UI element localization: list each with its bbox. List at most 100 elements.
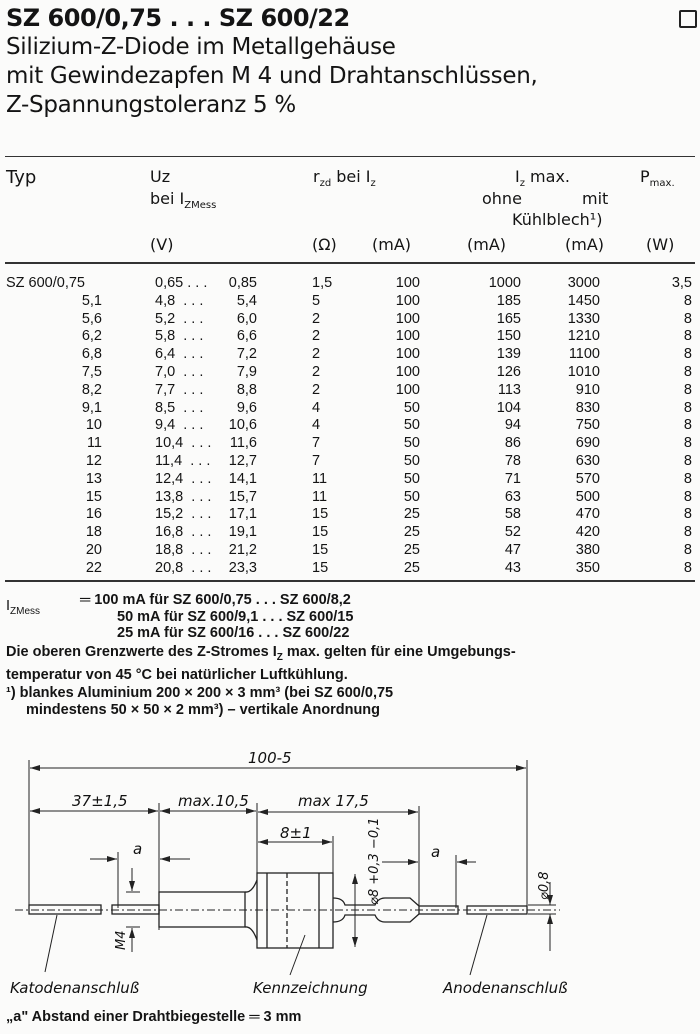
label-marking: Kennzeichnung [253,979,368,997]
cell-uz-min: 13,8 . . . [155,488,212,505]
cell-iz-mit: 3000 [567,275,600,291]
cell-uz-min: 4,8 . . . [155,292,204,309]
cell-uz-max: 0,85 [228,275,257,291]
cell-iz: 50 [403,488,420,505]
cell-iz-mit: 750 [575,417,600,434]
cell-iz-mit: 350 [575,559,600,576]
cell-rzd: 7 [312,453,321,469]
izmess-line-3: 25 mA für SZ 600/16 . . . SZ 600/22 [117,625,350,641]
cell-typ: 6,8 [81,346,102,363]
dim-body: 8±1 [280,824,312,842]
dimension-lines [30,765,556,952]
dim-thread: max.10,5 [178,792,249,810]
dim-body-total: max 17,5 [298,792,369,810]
unit-w: (W) [646,235,675,254]
cell-iz: 50 [403,470,420,487]
cell-rzd: 5 [312,292,321,309]
cell-iz-ohne: 43 [504,559,521,576]
leader-lines [44,914,488,976]
cell-iz: 50 [403,453,420,469]
cell-iz-mit: 570 [575,470,600,487]
col-uz: Uz [150,167,171,186]
cell-iz-ohne: 150 [496,328,521,345]
cell-uz-max: 23,3 [228,559,257,576]
cell-pmax: 8 [683,559,692,576]
cell-iz-mit: 1210 [567,328,600,345]
cell-typ: 12 [85,453,102,469]
cell-iz: 50 [403,417,420,434]
cell-uz-max: 7,2 [236,346,257,363]
cell-pmax: 8 [683,542,692,558]
cell-uz-min: 5,2 . . . [155,310,204,327]
cell-pmax: 8 [683,328,692,345]
cell-iz: 100 [395,381,420,398]
cell-rzd: 2 [312,328,321,345]
cell-typ: 16 [85,506,102,523]
limit-note-line-1: Die oberen Grenzwerte des Z-Stromes IZ m… [6,644,516,663]
cell-iz-ohne: 63 [504,488,521,505]
cell-iz: 25 [403,542,420,558]
cell-iz-mit: 630 [575,453,600,469]
cell-iz-ohne: 113 [497,381,521,398]
footnote-line-1: ¹) blankes Aluminium 200 × 200 × 3 mm³ (… [6,685,394,701]
cell-uz-max: 5,4 [236,292,257,309]
table-header-rule [5,262,695,264]
cell-iz-ohne: 71 [504,470,521,487]
col-ohne: ohne [482,189,522,208]
cell-rzd: 1,5 [312,275,333,291]
unit-ohm: (Ω) [312,235,337,254]
cell-iz-mit: 470 [575,506,600,523]
col-kuehlblech: Kühlblech¹) [512,210,603,229]
cell-iz-ohne: 139 [496,346,521,363]
unit-ma-iz: (mA) [372,235,412,254]
col-mit: mit [582,189,609,208]
cell-rzd: 2 [312,346,321,363]
cell-uz-max: 6,0 [236,310,257,327]
col-typ: Typ [6,167,37,188]
cell-typ: 6,2 [81,328,102,345]
cell-typ: 7,5 [81,364,102,380]
cell-uz-min: 0,65 . . . [155,275,208,291]
cell-pmax: 8 [683,488,692,505]
cell-rzd: 2 [312,310,321,327]
cell-iz-ohne: 94 [504,417,521,434]
cell-iz-mit: 1330 [567,310,600,327]
cell-uz-min: 11,4 . . . [155,453,211,469]
dim-total: 100-5 [248,749,292,767]
cell-iz-mit: 690 [575,435,600,452]
cell-uz-max: 14,1 [228,470,257,487]
cell-uz-min: 16,8 . . . [155,524,212,541]
dimension-drawing: 100-5 37±1,5 max.10,5 max 17,5 8±1 a a ⌀… [10,749,568,997]
cell-typ: 8,2 [81,381,102,398]
cell-rzd: 7 [312,435,321,452]
col-iz-max: Iz max. [515,167,570,190]
cell-typ: 15 [85,488,102,505]
unit-v: (V) [150,235,174,254]
cell-rzd: 15 [312,506,329,523]
cell-iz: 25 [403,506,420,523]
izmess-line-1: ═ 100 mA für SZ 600/0,75 . . . SZ 600/8,… [80,592,351,608]
dim-a-right: a [431,843,440,861]
table-top-rule [5,156,695,157]
cell-typ: 22 [85,559,102,576]
cell-typ: 20 [85,542,102,558]
diode-outline [28,872,528,949]
cell-uz-max: 11,6 [229,435,257,452]
unit-ma-mit: (mA) [565,235,605,254]
cell-iz: 100 [395,292,420,309]
cell-rzd: 2 [312,364,321,380]
cell-uz-min: 7,7 . . . [155,381,204,398]
cell-uz-max: 12,7 [228,453,257,469]
cell-iz-ohne: 1000 [488,275,521,291]
dim-thread-size: M4 [114,931,129,951]
cell-uz-max: 15,7 [228,488,257,505]
footnote-line-2: mindestens 50 × 50 × 2 mm³) – vertikale … [26,702,381,718]
cell-rzd: 15 [312,542,329,558]
cell-iz-ohne: 78 [504,453,521,469]
cell-iz-mit: 500 [575,488,600,505]
cell-pmax: 8 [683,310,692,327]
cell-pmax: 8 [683,524,692,541]
cell-pmax: 8 [683,399,692,416]
cell-iz-mit: 380 [575,542,600,558]
cell-rzd: 4 [312,417,321,434]
